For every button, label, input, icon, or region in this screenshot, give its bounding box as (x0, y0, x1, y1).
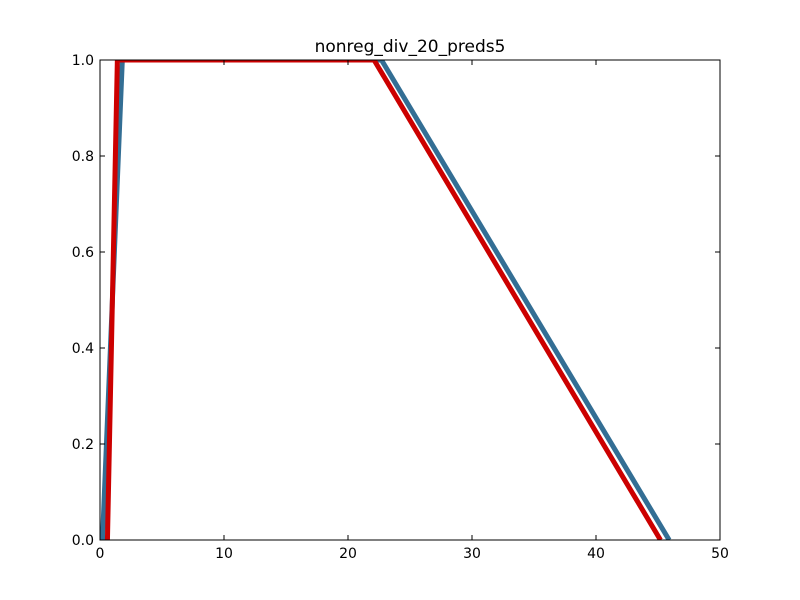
y-tick-label: 0.0 (72, 533, 94, 549)
x-tick-label: 40 (587, 546, 605, 562)
y-tick-label: 0.8 (72, 149, 94, 165)
x-tick-label: 10 (215, 546, 233, 562)
chart-title: nonreg_div_20_preds5 (315, 37, 506, 57)
x-tick-label: 0 (96, 546, 105, 562)
x-tick-label: 20 (339, 546, 357, 562)
y-tick-label: 1.0 (72, 53, 94, 69)
x-tick-label: 30 (463, 546, 481, 562)
series-line-2 (104, 60, 663, 540)
y-tick-label: 0.2 (72, 437, 94, 453)
y-tick-label: 0.4 (72, 341, 94, 357)
series-line-1 (100, 60, 672, 540)
ticks-layer: 0 10 20 30 40 50 0.0 0.2 0.4 0.6 0.8 1.0 (72, 53, 729, 562)
plot-frame (99, 59, 721, 541)
y-tick-label: 0.6 (72, 245, 94, 261)
series-layer (100, 60, 672, 540)
x-tick-label: 50 (711, 546, 729, 562)
